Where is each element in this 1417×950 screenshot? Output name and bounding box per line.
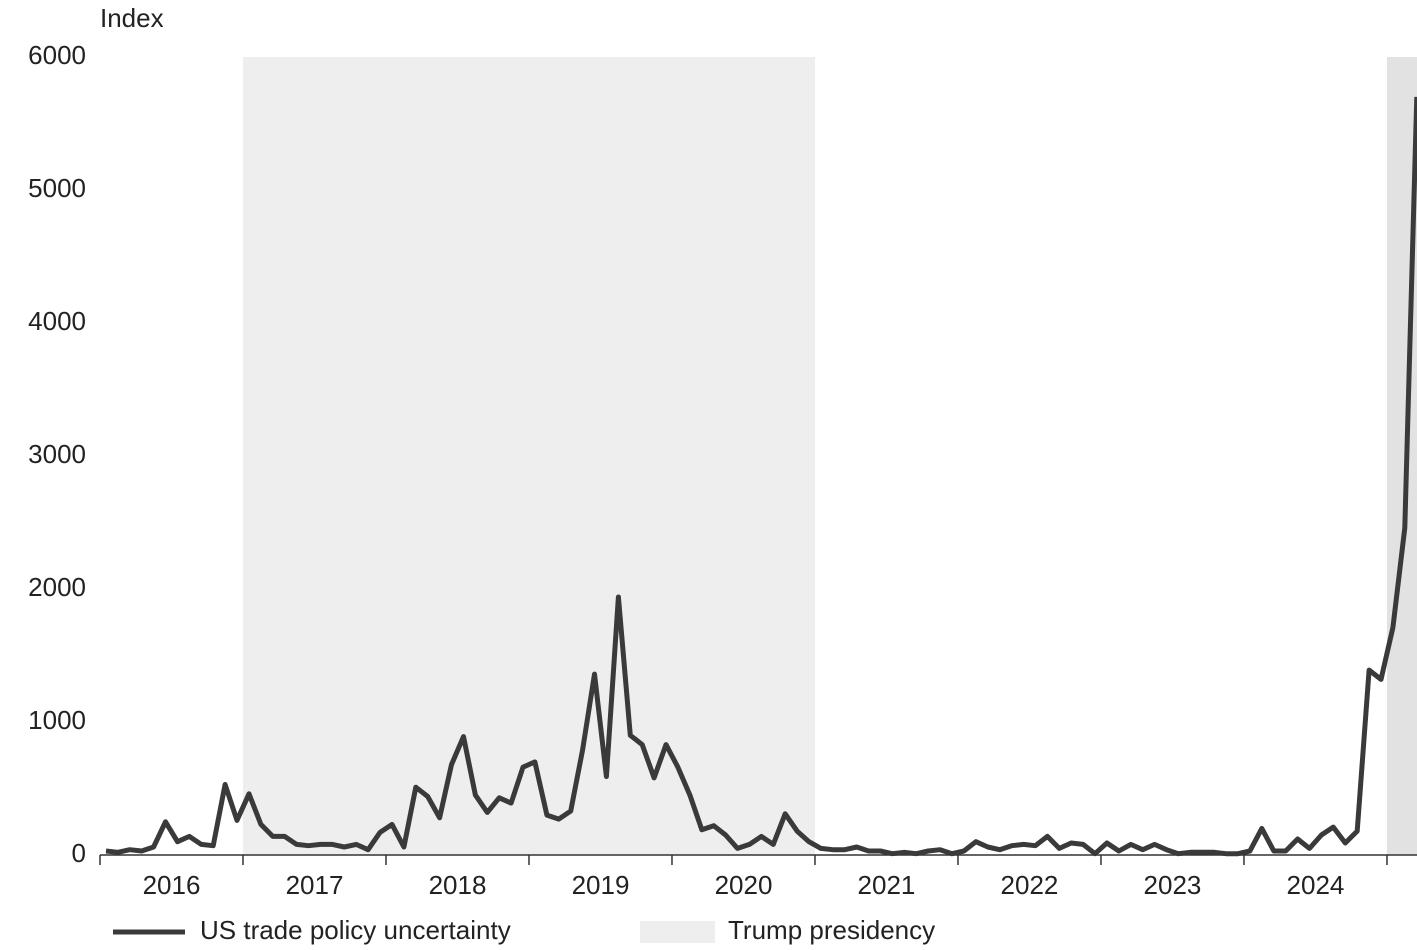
- data-line: [105, 96, 1417, 857]
- y-tick-label: 4000: [28, 306, 86, 336]
- x-tick-label: 2019: [572, 870, 630, 900]
- legend-swatch: [640, 921, 715, 943]
- y-tick-label: 0: [72, 838, 86, 868]
- x-tick-label: 2020: [715, 870, 773, 900]
- x-tick-label: 2017: [286, 870, 344, 900]
- legend-label: US trade policy uncertainty: [200, 915, 511, 945]
- shaded-span: [242, 57, 815, 855]
- x-tick-label: 2018: [429, 870, 487, 900]
- x-tick-label: 2016: [143, 870, 201, 900]
- legend-label: Trump presidency: [728, 915, 935, 945]
- y-tick-label: 6000: [28, 40, 86, 70]
- y-tick-label: 2000: [28, 572, 86, 602]
- x-tick-label: 2021: [858, 870, 916, 900]
- x-tick-label: 2024: [1287, 870, 1345, 900]
- y-tick-label: 1000: [28, 705, 86, 735]
- y-axis-label: Index: [100, 3, 164, 33]
- y-tick-label: 5000: [28, 173, 86, 203]
- y-tick-label: 3000: [28, 439, 86, 469]
- x-tick-label: 2022: [1001, 870, 1059, 900]
- x-tick-label: 2023: [1144, 870, 1202, 900]
